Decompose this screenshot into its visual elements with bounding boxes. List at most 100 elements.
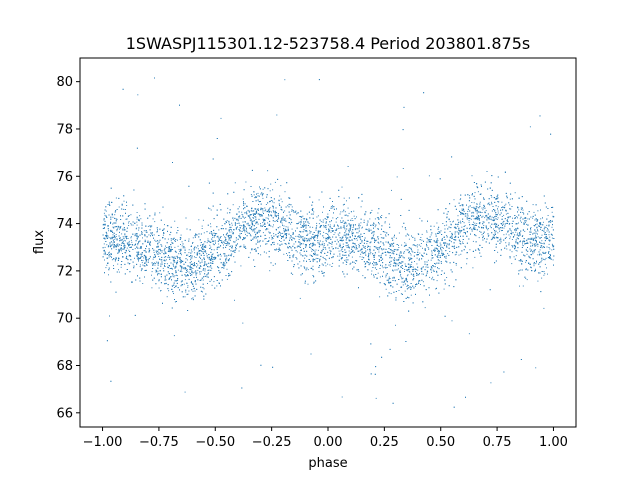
data-point bbox=[334, 232, 336, 234]
data-point bbox=[473, 202, 475, 204]
data-point bbox=[269, 201, 271, 203]
data-point bbox=[308, 222, 310, 224]
data-point bbox=[255, 235, 256, 237]
data-point bbox=[186, 270, 187, 271]
data-point bbox=[491, 210, 493, 212]
data-point bbox=[115, 210, 117, 212]
data-point bbox=[253, 214, 254, 216]
data-point bbox=[358, 223, 360, 225]
data-point bbox=[527, 247, 528, 248]
data-point bbox=[165, 279, 167, 281]
data-point bbox=[149, 243, 150, 245]
data-point bbox=[263, 213, 264, 214]
data-point bbox=[496, 237, 498, 239]
data-point bbox=[173, 265, 174, 267]
data-point bbox=[165, 259, 167, 261]
data-point bbox=[422, 266, 424, 268]
data-point bbox=[255, 223, 257, 225]
data-point bbox=[497, 201, 499, 203]
data-point bbox=[227, 207, 229, 209]
data-point bbox=[108, 267, 110, 269]
data-point bbox=[227, 242, 229, 244]
data-point bbox=[128, 243, 130, 245]
data-point bbox=[207, 238, 209, 240]
data-point bbox=[533, 237, 535, 239]
data-point bbox=[249, 252, 251, 254]
data-point bbox=[171, 268, 173, 270]
data-point bbox=[463, 232, 465, 234]
data-point bbox=[474, 222, 476, 224]
data-point bbox=[243, 238, 245, 240]
data-point bbox=[166, 274, 168, 276]
data-point bbox=[346, 224, 348, 226]
data-point bbox=[529, 257, 531, 259]
data-point bbox=[420, 284, 421, 285]
data-point bbox=[111, 231, 113, 232]
data-point bbox=[378, 249, 380, 251]
data-point bbox=[262, 208, 264, 209]
data-point bbox=[304, 257, 306, 259]
data-point bbox=[201, 244, 203, 246]
data-point bbox=[310, 248, 312, 250]
data-point bbox=[216, 138, 218, 139]
data-point bbox=[295, 235, 297, 237]
data-point bbox=[548, 251, 550, 253]
data-point bbox=[431, 245, 433, 246]
data-point bbox=[265, 229, 267, 231]
data-point bbox=[346, 245, 348, 246]
data-point bbox=[361, 241, 363, 243]
data-point bbox=[317, 249, 319, 251]
data-point bbox=[177, 279, 179, 281]
data-point bbox=[128, 242, 130, 244]
data-point bbox=[544, 202, 546, 204]
data-point bbox=[109, 243, 111, 245]
data-point bbox=[402, 268, 404, 269]
data-point bbox=[147, 225, 149, 227]
data-point bbox=[331, 257, 333, 259]
data-point bbox=[433, 249, 435, 251]
data-point bbox=[300, 223, 302, 225]
data-point bbox=[473, 221, 474, 223]
data-point bbox=[421, 233, 423, 235]
data-point bbox=[249, 219, 251, 221]
data-point bbox=[242, 198, 244, 200]
data-point bbox=[291, 209, 293, 211]
data-point bbox=[125, 257, 127, 259]
data-point bbox=[108, 237, 110, 239]
data-point bbox=[324, 262, 326, 264]
data-point bbox=[223, 253, 225, 255]
data-point bbox=[529, 231, 531, 233]
data-point bbox=[446, 224, 448, 226]
data-point bbox=[207, 276, 209, 278]
data-point bbox=[471, 194, 473, 196]
data-point bbox=[440, 263, 442, 264]
data-point bbox=[483, 207, 484, 209]
data-point bbox=[196, 247, 198, 249]
data-point bbox=[416, 263, 418, 265]
data-point bbox=[313, 281, 315, 283]
data-point bbox=[143, 230, 145, 232]
data-point bbox=[461, 204, 463, 206]
data-point bbox=[499, 214, 501, 216]
data-point bbox=[443, 212, 445, 214]
data-point bbox=[287, 229, 289, 231]
data-point bbox=[211, 284, 213, 286]
data-point bbox=[497, 210, 499, 212]
data-point bbox=[216, 233, 218, 235]
data-point bbox=[500, 249, 502, 251]
data-point bbox=[134, 248, 136, 250]
data-point bbox=[377, 228, 379, 230]
data-point bbox=[313, 236, 315, 238]
data-point bbox=[530, 216, 532, 218]
data-point bbox=[123, 237, 125, 239]
data-point bbox=[416, 244, 418, 246]
data-point bbox=[104, 223, 106, 225]
data-point bbox=[331, 220, 332, 222]
data-point bbox=[522, 243, 523, 245]
data-point bbox=[169, 246, 171, 247]
data-point bbox=[225, 244, 227, 246]
data-point bbox=[117, 225, 119, 227]
data-point bbox=[437, 267, 438, 269]
data-point bbox=[424, 307, 426, 309]
data-point bbox=[303, 266, 305, 268]
